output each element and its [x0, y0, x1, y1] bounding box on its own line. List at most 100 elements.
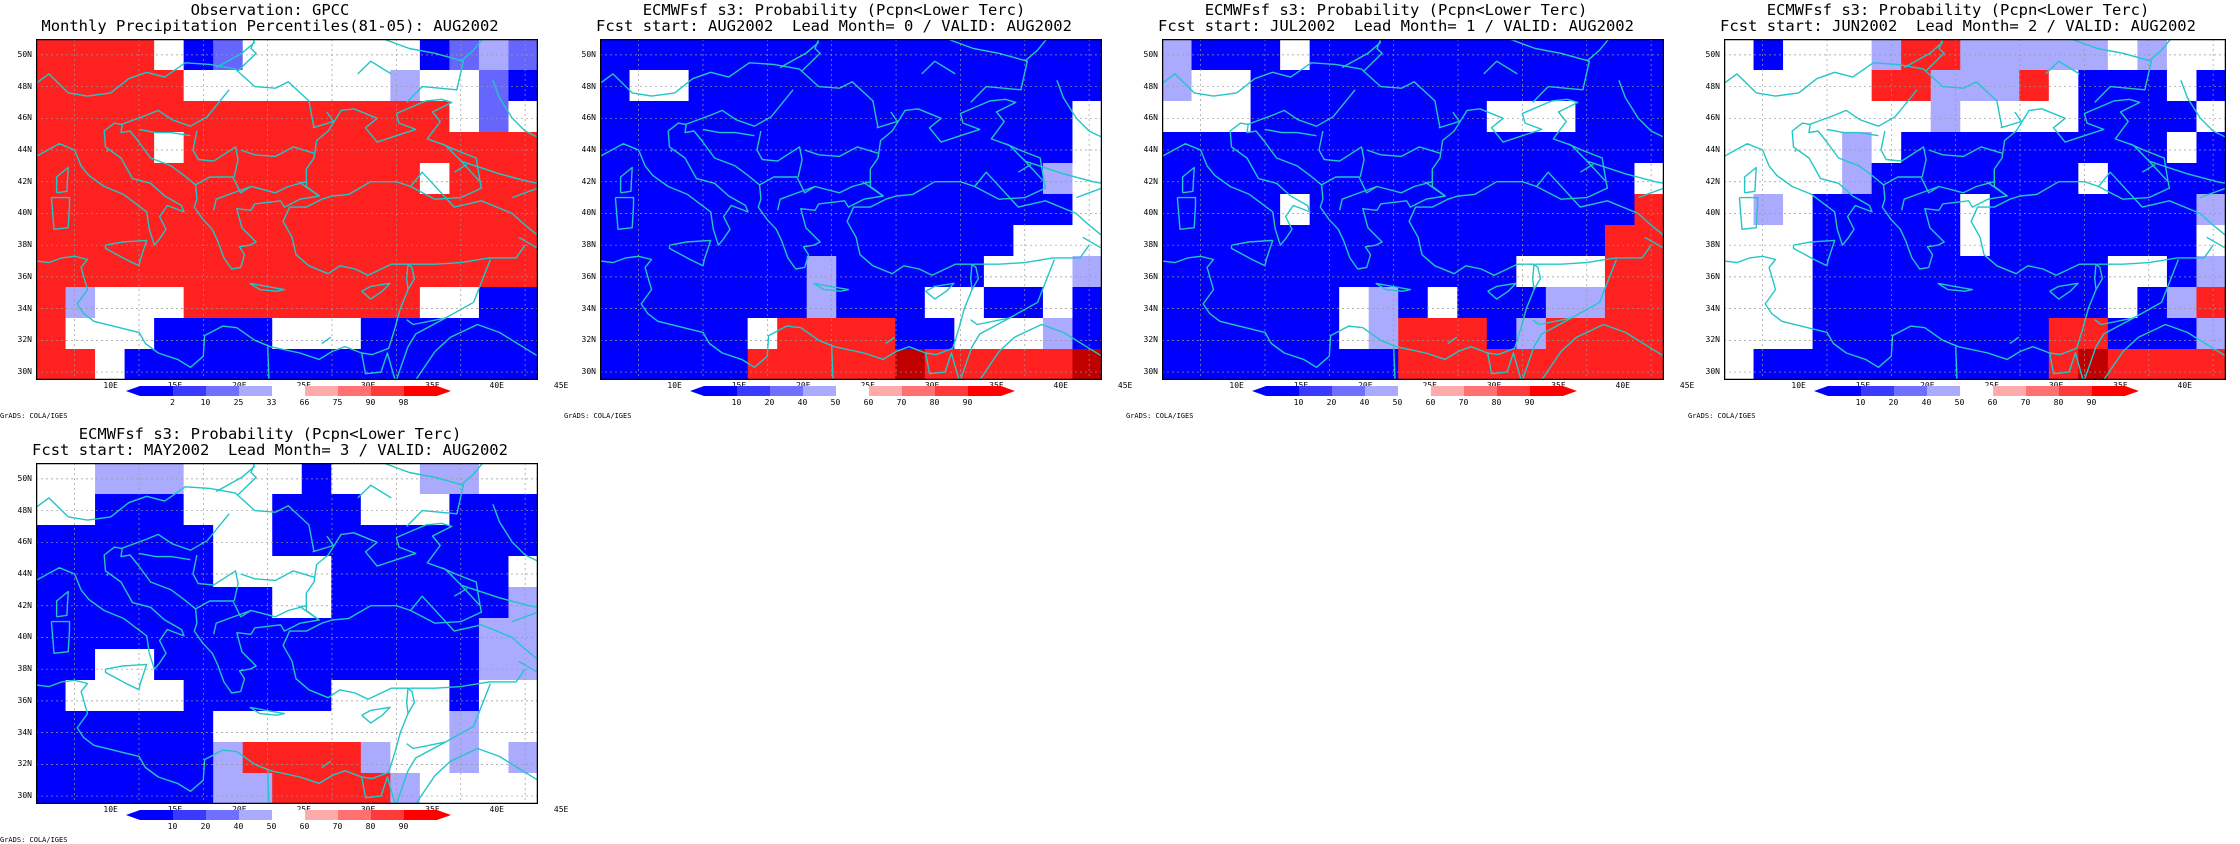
grid-cell — [688, 39, 719, 71]
grid-cell — [213, 349, 244, 380]
coastline — [512, 187, 538, 199]
coastline — [409, 244, 526, 265]
colorbar-tick-label: 98 — [398, 398, 409, 407]
grid-cell — [659, 39, 690, 71]
colorbar-swatches — [1251, 386, 1577, 396]
grid-cell — [924, 70, 955, 102]
grid-cell — [2107, 163, 2139, 195]
coastline — [1375, 282, 1412, 292]
coastline — [1162, 62, 1441, 128]
map-frame — [1724, 39, 2226, 380]
grid-cell — [895, 256, 926, 288]
grid-cell — [478, 649, 510, 681]
colorbar-right-arrow — [436, 386, 451, 396]
probability-map: 10E15E20E25E30E35E40E45E — [600, 39, 1132, 390]
coastline — [614, 196, 635, 231]
grid-cell — [390, 101, 421, 133]
grid-cell — [1457, 132, 1488, 164]
grid-cell — [1724, 256, 1755, 288]
grid-cell — [806, 163, 837, 195]
colorbar-swatch — [835, 386, 869, 396]
grid-cell — [1339, 349, 1370, 380]
coastline — [1724, 62, 2003, 128]
grid-cell — [1280, 101, 1311, 133]
grid-cell — [449, 494, 480, 526]
lat-tick-label: 38N — [17, 240, 32, 250]
grid-cell — [213, 525, 244, 557]
lat-tick-label: 34N — [1705, 303, 1720, 313]
grid-cell — [1604, 39, 1636, 71]
coastline — [971, 263, 980, 290]
grid-cell — [449, 132, 480, 164]
lat-tick-label: 32N — [17, 335, 32, 345]
map-canvas — [600, 39, 1102, 380]
colorbar-swatch — [172, 810, 206, 820]
colorbar-tick-label: 10 — [200, 398, 211, 407]
grid-cell — [65, 711, 96, 743]
grid-cell — [1634, 132, 1664, 164]
grid-cell — [1634, 194, 1664, 226]
coastline — [1794, 149, 1797, 153]
grid-cell — [895, 101, 926, 133]
coastline — [1532, 259, 1618, 326]
grid-cell — [95, 649, 126, 681]
grid-cell — [449, 773, 480, 804]
probability-map: 10E15E20E25E30E35E40E45E — [1724, 39, 2226, 390]
map-frame — [36, 463, 538, 804]
grid-cell — [1013, 39, 1044, 71]
grid-cell — [95, 225, 126, 257]
grid-cell — [272, 711, 303, 743]
grid-cell — [449, 101, 480, 133]
colorbar-swatch — [1265, 386, 1299, 396]
grid-cell — [1930, 318, 1961, 350]
grid-cell — [1516, 194, 1547, 226]
panel-title-line1: ECMWFsf s3: Probability (Pcpn<Lower Terc… — [1204, 1, 1588, 19]
grid-cell — [242, 494, 273, 526]
grid-cell — [1545, 256, 1577, 288]
grid-cell — [1013, 225, 1044, 257]
coastline — [518, 236, 538, 250]
grid-cell — [1486, 225, 1517, 257]
grid-cell — [1486, 318, 1517, 350]
grid-cell — [449, 194, 480, 226]
grid-cell — [1753, 287, 1784, 319]
grads-credit: GrADS: COLA/IGES — [0, 836, 68, 844]
grid-cell — [154, 742, 185, 774]
lat-tick-label: 38N — [1705, 240, 1720, 250]
grid-cell — [600, 287, 631, 319]
coastline — [2200, 187, 2226, 199]
grid-cell — [1368, 318, 1399, 350]
grid-cell — [1871, 132, 1902, 164]
lat-tick-label: 48N — [17, 505, 32, 515]
grid-cell — [895, 318, 926, 350]
coastline — [395, 317, 446, 380]
coastline — [831, 346, 834, 380]
grid-cell — [1575, 318, 1606, 350]
grid-cell — [213, 194, 244, 226]
grid-cell — [1989, 256, 2020, 288]
coastline — [1743, 166, 1757, 194]
grid-cell — [1930, 101, 1961, 133]
coastline — [2097, 244, 2214, 265]
grid-cell — [2137, 39, 2168, 71]
grid-cell — [1191, 318, 1222, 350]
grid-cell — [1871, 39, 1902, 71]
coastline — [453, 587, 468, 597]
coastline — [492, 503, 513, 543]
grid-cell — [1427, 287, 1458, 319]
grid-cell — [419, 463, 451, 495]
grid-cell — [449, 225, 480, 257]
grid-cell — [1042, 256, 1074, 288]
grid-cell — [1457, 318, 1488, 350]
lat-tick-label: 46N — [17, 113, 32, 123]
grid-cell — [895, 349, 926, 380]
grid-cell — [924, 163, 955, 195]
grid-cell — [2078, 256, 2109, 288]
grid-cell — [2166, 70, 2198, 102]
grid-cell — [1516, 287, 1547, 319]
grid-cell — [508, 525, 538, 557]
grid-cell — [747, 256, 778, 288]
colorbar-swatch — [1496, 386, 1530, 396]
grid-cell — [242, 711, 273, 743]
panel-forecast-lead-2: ECMWFsf s3: Probability (Pcpn<Lower Terc… — [1688, 0, 2228, 420]
